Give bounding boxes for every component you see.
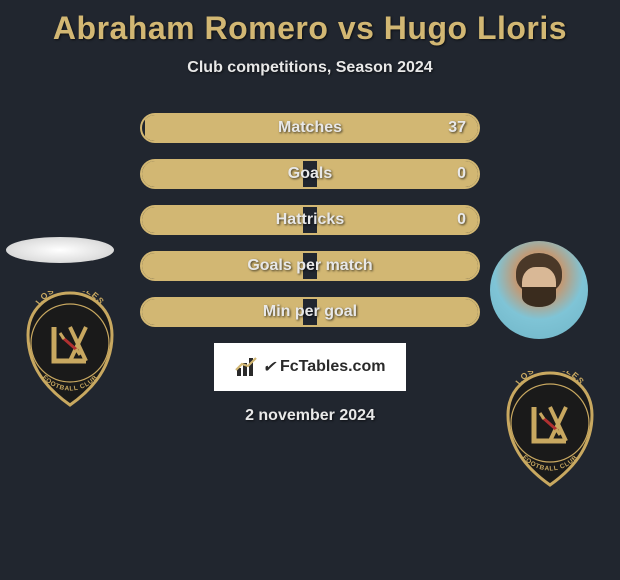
player-left-avatar-placeholder bbox=[6, 237, 114, 263]
stat-bars: Matches37Goals0Hattricks0Goals per match… bbox=[140, 113, 480, 327]
bar-label: Goals per match bbox=[142, 257, 478, 275]
bar-label: Hattricks bbox=[142, 211, 478, 229]
stats-area: LOS ANGELES FOOTBALL CLUB LOS ANGELES FO… bbox=[0, 113, 620, 425]
stat-row: Goals0 bbox=[140, 159, 480, 189]
stat-row: Hattricks0 bbox=[140, 205, 480, 235]
club-badge-left: LOS ANGELES FOOTBALL CLUB bbox=[20, 291, 120, 407]
page-title: Abraham Romero vs Hugo Lloris bbox=[0, 0, 620, 47]
bar-label: Min per goal bbox=[142, 303, 478, 321]
brand-text: FcTables.com bbox=[280, 358, 386, 376]
club-badge-right: LOS ANGELES FOOTBALL CLUB bbox=[500, 371, 600, 487]
chart-icon bbox=[235, 356, 259, 378]
player-right-avatar bbox=[490, 241, 588, 339]
brand-logo: ✔FcTables.com bbox=[214, 343, 406, 391]
bar-value-right: 0 bbox=[457, 211, 466, 229]
bar-value-right: 37 bbox=[448, 119, 466, 137]
bar-label: Goals bbox=[142, 165, 478, 183]
stat-row: Matches37 bbox=[140, 113, 480, 143]
bar-value-right: 0 bbox=[457, 165, 466, 183]
stat-row: Goals per match bbox=[140, 251, 480, 281]
stat-row: Min per goal bbox=[140, 297, 480, 327]
subtitle: Club competitions, Season 2024 bbox=[0, 59, 620, 77]
bar-label: Matches bbox=[142, 119, 478, 137]
